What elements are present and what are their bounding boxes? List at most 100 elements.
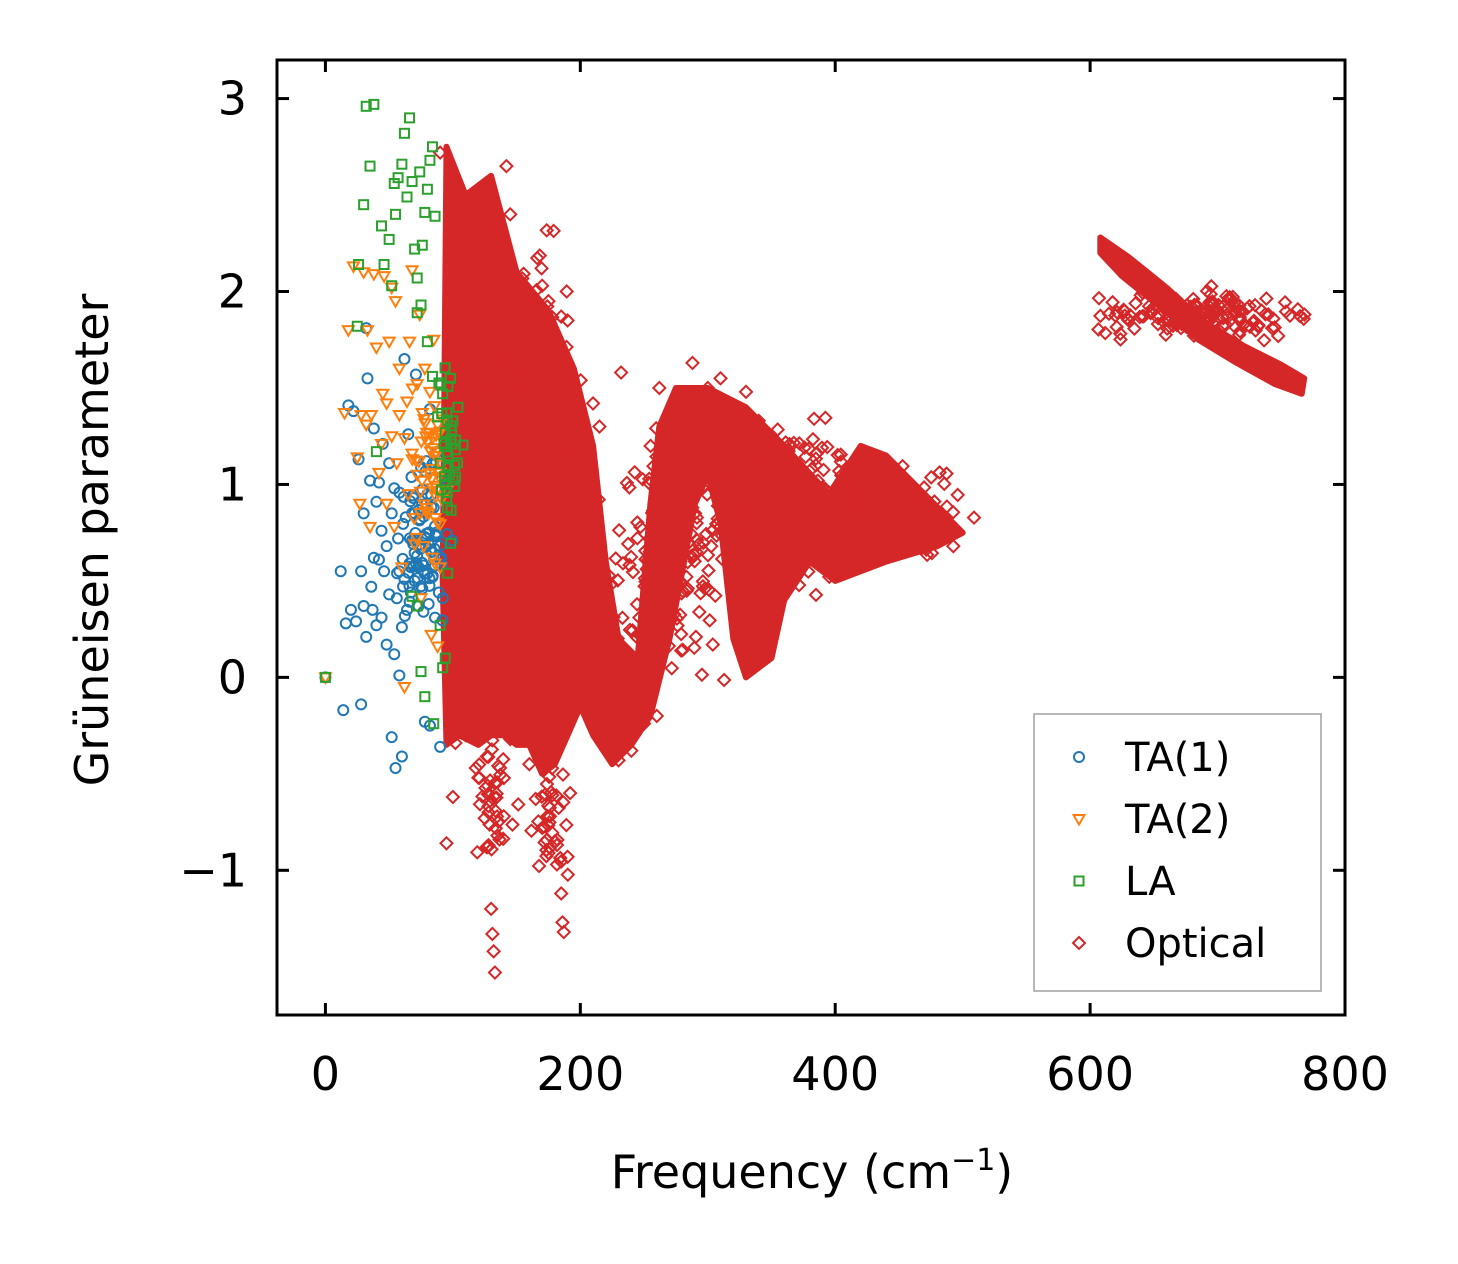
data-point <box>1136 308 1152 324</box>
data-point <box>797 531 813 547</box>
data-point <box>559 591 575 607</box>
data-point <box>653 499 669 515</box>
data-point <box>560 554 576 570</box>
data-point <box>655 516 671 532</box>
data-point <box>648 420 664 436</box>
data-point <box>545 492 560 507</box>
data-point <box>547 531 563 547</box>
legend-label: Optical <box>1125 921 1266 967</box>
data-point <box>430 641 445 655</box>
data-point <box>559 427 575 443</box>
data-point <box>521 573 537 589</box>
data-point <box>1150 307 1166 322</box>
data-point <box>864 482 880 498</box>
data-point <box>1258 291 1274 307</box>
data-point <box>623 549 639 565</box>
data-point <box>894 504 910 520</box>
data-point <box>577 518 593 534</box>
data-point <box>757 509 773 525</box>
data-point <box>714 528 730 544</box>
data-point <box>654 429 670 445</box>
data-point <box>859 542 875 558</box>
data-point <box>649 526 665 541</box>
data-point <box>513 330 529 345</box>
data-point <box>825 565 841 581</box>
data-point <box>867 539 883 554</box>
data-point <box>663 491 679 507</box>
data-point <box>490 758 506 774</box>
data-point <box>427 401 442 414</box>
data-point <box>419 206 431 218</box>
data-point <box>426 370 438 382</box>
data-point <box>639 561 655 577</box>
data-point <box>732 526 748 542</box>
data-point <box>854 487 870 503</box>
data-point <box>732 567 748 582</box>
data-point <box>683 548 699 564</box>
data-point <box>895 510 910 526</box>
data-point <box>914 492 930 508</box>
data-point <box>506 348 522 364</box>
data-point <box>528 471 544 487</box>
data-point <box>495 831 511 847</box>
data-point <box>569 444 584 460</box>
data-point <box>729 418 745 434</box>
data-point <box>476 452 492 468</box>
data-point <box>1126 321 1142 337</box>
data-point <box>541 510 557 526</box>
data-point <box>585 644 601 660</box>
data-point <box>538 323 554 339</box>
data-point <box>1292 308 1308 324</box>
data-point <box>646 458 661 474</box>
data-point <box>729 440 745 456</box>
data-point <box>635 471 651 487</box>
data-point <box>511 394 526 410</box>
data-point <box>875 471 891 487</box>
data-point <box>532 484 548 500</box>
data-point <box>678 512 694 528</box>
data-point <box>513 443 529 459</box>
data-point <box>765 477 781 493</box>
data-point <box>656 582 671 598</box>
data-point <box>566 514 581 530</box>
data-point <box>439 835 454 851</box>
data-point <box>490 389 506 405</box>
data-point <box>437 388 449 400</box>
data-point <box>375 524 388 537</box>
data-point <box>643 438 658 454</box>
data-point <box>392 409 407 423</box>
data-point <box>419 691 431 703</box>
data-point <box>1091 322 1106 337</box>
data-point <box>1267 320 1283 335</box>
data-point <box>664 660 680 676</box>
data-point <box>560 642 576 658</box>
data-point <box>528 438 543 454</box>
x-axis-title: Frequency (cm−1) <box>611 1143 1014 1199</box>
data-point <box>351 320 363 332</box>
data-point <box>384 282 399 296</box>
data-point <box>568 470 584 486</box>
data-point <box>840 548 856 563</box>
data-point <box>397 433 412 446</box>
data-point <box>401 489 416 502</box>
data-point <box>534 427 549 443</box>
data-point <box>700 547 716 563</box>
data-point <box>572 659 587 675</box>
data-point <box>1097 325 1113 341</box>
data-point <box>421 183 433 195</box>
data-point <box>428 718 440 730</box>
data-point <box>668 477 684 493</box>
data-point <box>522 475 538 491</box>
data-point <box>506 318 522 334</box>
data-point <box>650 553 666 569</box>
data-point <box>669 611 685 626</box>
x-axis-title-main: Frequency (cm <box>611 1145 951 1199</box>
data-point <box>503 434 519 450</box>
x-tick-label: 800 <box>1301 1047 1389 1101</box>
data-point <box>414 475 430 489</box>
data-point <box>881 512 896 528</box>
data-point <box>793 490 809 505</box>
data-point <box>729 473 745 489</box>
